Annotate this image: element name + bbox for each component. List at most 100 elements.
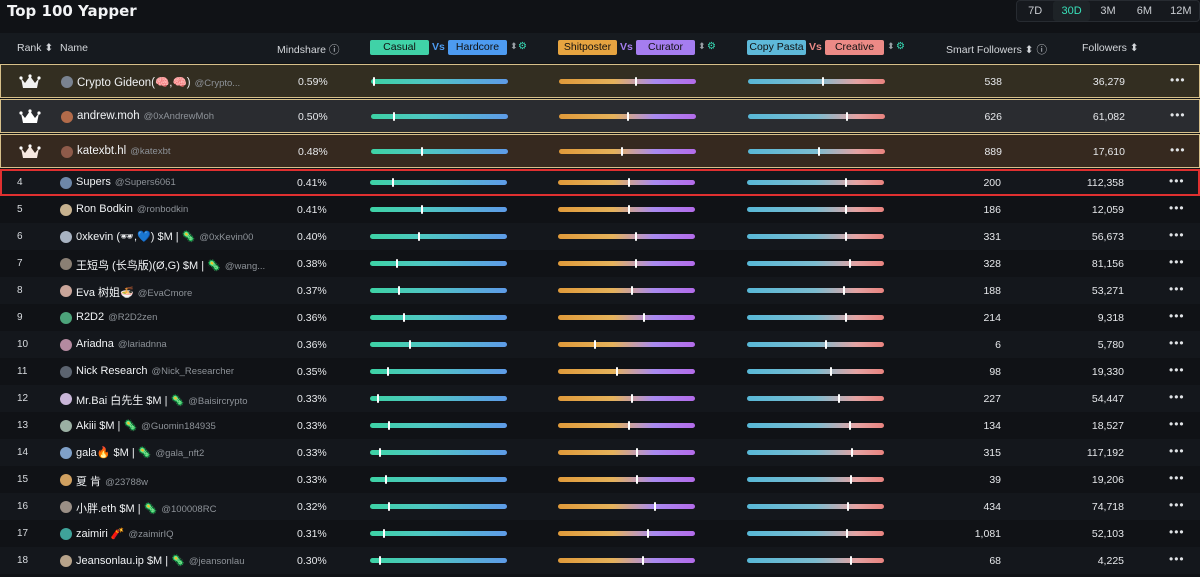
more-options-icon[interactable]: ••• (1169, 309, 1185, 323)
avatar[interactable] (60, 204, 72, 216)
period-7d[interactable]: 7D (1028, 5, 1043, 17)
avatar[interactable] (61, 146, 73, 158)
copypasta-creative-bar (748, 77, 885, 86)
user-name[interactable]: 0xkevin (🕶,💙) $M | 🦠 @0xKevin00 (76, 231, 254, 243)
more-options-icon[interactable]: ••• (1169, 498, 1185, 512)
table-row[interactable]: 15 夏 肯 @23788w 0.33% 39 19,206 ••• (0, 466, 1200, 493)
followers-value: 19,206 (1091, 474, 1124, 486)
rank-header[interactable]: Rank ⬍ (17, 42, 54, 54)
smart-followers-header[interactable]: Smart Followers ⬍ ⓘ (946, 44, 1048, 56)
more-options-icon[interactable]: ••• (1169, 417, 1185, 431)
avatar[interactable] (60, 555, 72, 567)
user-name[interactable]: Akiii $M | 🦠 @Guomin184935 (76, 420, 216, 432)
more-options-icon[interactable]: ••• (1169, 228, 1185, 242)
user-name[interactable]: Eva 树姐🍜 @EvaCmore (76, 287, 193, 299)
avatar[interactable] (60, 393, 72, 405)
period-6m[interactable]: 6M (1136, 5, 1153, 17)
bar-marker (825, 340, 828, 349)
avatar[interactable] (60, 366, 72, 378)
gear-icon[interactable]: ⚙ (707, 41, 716, 52)
user-name[interactable]: 夏 肯 @23788w (76, 476, 148, 488)
avatar[interactable] (60, 285, 72, 297)
user-name[interactable]: 王短鸟 (长鸟版)(Ø,G) $M | 🦠 @wang... (76, 260, 266, 272)
copypasta-creative-bar (747, 394, 884, 403)
more-options-icon[interactable]: ••• (1170, 108, 1186, 122)
table-row[interactable]: 13 Akiii $M | 🦠 @Guomin184935 0.33% 134 18,52… (0, 412, 1200, 439)
rank-number: 8 (17, 285, 23, 296)
sort-icon[interactable]: ⬍ (887, 41, 895, 51)
mindshare-header[interactable]: Mindshare ⓘ (277, 44, 340, 56)
table-row[interactable]: 7 王短鸟 (长鸟版)(Ø,G) $M | 🦠 @wang... 0.38% 328 81… (0, 250, 1200, 277)
table-row[interactable]: 6 0xkevin (🕶,💙) $M | 🦠 @0xKevin00 0.40% 331 5… (0, 223, 1200, 250)
table-row[interactable]: 17 zaimiri 🧨 @zaimirIQ 0.31% 1,081 52,103 ••• (0, 520, 1200, 547)
copypasta-pill: Copy Pasta (747, 40, 806, 55)
user-name[interactable]: gala🔥 $M | 🦠 @gala_nft2 (76, 447, 205, 459)
more-options-icon[interactable]: ••• (1170, 143, 1186, 157)
table-row[interactable]: 4 Supers @Supers6061 0.41% 200 112,358 ••• (0, 169, 1200, 196)
avatar[interactable] (60, 474, 72, 486)
more-options-icon[interactable]: ••• (1169, 282, 1185, 296)
table-row[interactable]: 5 Ron Bodkin @ronbodkin 0.41% 186 12,059 ••• (0, 196, 1200, 223)
user-name[interactable]: Jeansonlau.ip $M | 🦠 @jeansonlau (76, 555, 245, 567)
more-options-icon[interactable]: ••• (1169, 174, 1185, 188)
casual-pill: Casual (370, 40, 429, 55)
table-row[interactable]: katexbt.hl @katexbt 0.48% 889 17,610 ••• (0, 134, 1200, 168)
more-options-icon[interactable]: ••• (1169, 471, 1185, 485)
user-name[interactable]: zaimiri 🧨 @zaimirIQ (76, 528, 174, 540)
sort-icon[interactable]: ⬍ (510, 41, 518, 51)
table-row[interactable]: 14 gala🔥 $M | 🦠 @gala_nft2 0.33% 315 117,192 •… (0, 439, 1200, 466)
gear-icon[interactable]: ⚙ (896, 41, 905, 52)
avatar[interactable] (60, 231, 72, 243)
sort-icon[interactable]: ⬍ (698, 41, 706, 51)
more-options-icon[interactable]: ••• (1169, 201, 1185, 215)
table-row[interactable]: 12 Mr.Bai 白先生 $M | 🦠 @Baisircrypto 0.33% 227… (0, 385, 1200, 412)
avatar[interactable] (60, 447, 72, 459)
user-name[interactable]: Supers @Supers6061 (76, 176, 176, 188)
followers-header[interactable]: Followers ⬍ (1082, 42, 1139, 54)
user-name[interactable]: katexbt.hl @katexbt (77, 145, 171, 157)
avatar[interactable] (60, 177, 72, 189)
more-options-icon[interactable]: ••• (1169, 444, 1185, 458)
avatar[interactable] (61, 76, 73, 88)
user-name[interactable]: Crypto Gideon(🧠,🧠) @Crypto... (77, 77, 241, 89)
info-icon: ⓘ (328, 44, 340, 56)
user-name[interactable]: R2D2 @R2D2zen (76, 311, 158, 323)
more-options-icon[interactable]: ••• (1169, 525, 1185, 539)
bar-marker (843, 286, 846, 295)
period-3m[interactable]: 3M (1100, 5, 1116, 17)
more-options-icon[interactable]: ••• (1169, 363, 1185, 377)
user-name[interactable]: Mr.Bai 白先生 $M | 🦠 @Baisircrypto (76, 395, 248, 407)
avatar[interactable] (60, 528, 72, 540)
avatar[interactable] (61, 111, 73, 123)
user-name[interactable]: Ariadna @lariadnna (76, 338, 167, 350)
avatar[interactable] (60, 339, 72, 351)
more-options-icon[interactable]: ••• (1169, 255, 1185, 269)
table-row[interactable]: 10 Ariadna @lariadnna 0.36% 6 5,780 ••• (0, 331, 1200, 358)
avatar[interactable] (60, 501, 72, 513)
user-name[interactable]: 小胖.eth $M | 🦠 @100008RC (76, 503, 217, 515)
table-row[interactable]: 11 Nick Research @Nick_Researcher 0.35% 98 19… (0, 358, 1200, 385)
user-name[interactable]: Ron Bodkin @ronbodkin (76, 203, 189, 215)
more-options-icon[interactable]: ••• (1169, 552, 1185, 566)
table-row[interactable]: 8 Eva 树姐🍜 @EvaCmore 0.37% 188 53,271 ••• (0, 277, 1200, 304)
avatar[interactable] (60, 312, 72, 324)
period-12m[interactable]: 12M (1170, 5, 1192, 17)
more-options-icon[interactable]: ••• (1169, 390, 1185, 404)
bar-marker (593, 340, 596, 349)
table-row[interactable]: 16 小胖.eth $M | 🦠 @100008RC 0.32% 434 74,718 ••… (0, 493, 1200, 520)
avatar[interactable] (60, 258, 72, 270)
followers-value: 36,279 (1092, 76, 1125, 88)
period-30d[interactable]: 30D (1053, 1, 1090, 21)
gear-icon[interactable]: ⚙ (518, 41, 527, 52)
user-name[interactable]: andrew.moh @0xAndrewMoh (77, 110, 215, 122)
more-options-icon[interactable]: ••• (1169, 336, 1185, 350)
table-row[interactable]: 18 Jeansonlau.ip $M | 🦠 @jeansonlau 0.30% 68… (0, 547, 1200, 574)
table-row[interactable]: Crypto Gideon(🧠,🧠) @Crypto... 0.59% 538 36,2… (0, 64, 1200, 98)
avatar[interactable] (60, 420, 72, 432)
more-options-icon[interactable]: ••• (1170, 73, 1186, 87)
followers-value: 117,192 (1086, 447, 1124, 459)
bar-marker (818, 147, 821, 156)
table-row[interactable]: 9 R2D2 @R2D2zen 0.36% 214 9,318 ••• (0, 304, 1200, 331)
user-name[interactable]: Nick Research @Nick_Researcher (76, 365, 235, 377)
table-row[interactable]: andrew.moh @0xAndrewMoh 0.50% 626 61,082 ••• (0, 99, 1200, 133)
